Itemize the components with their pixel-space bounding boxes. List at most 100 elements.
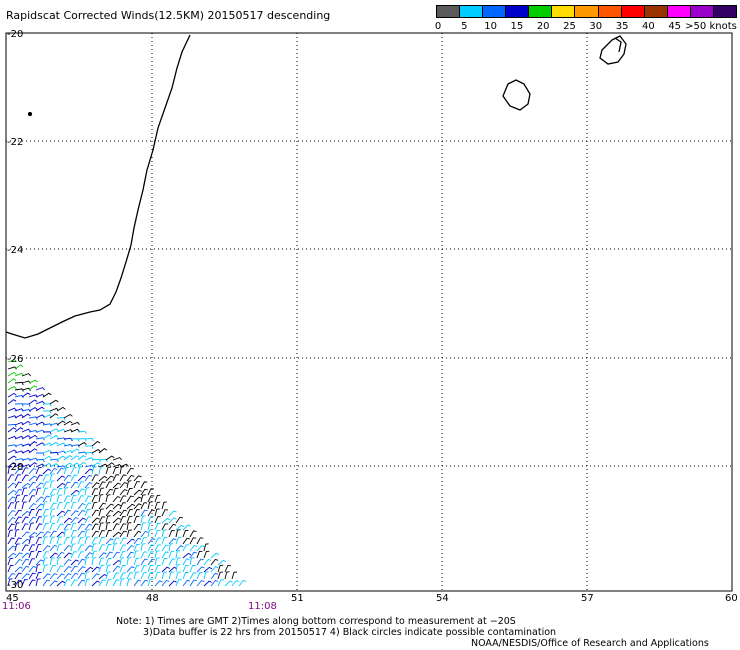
wind-barb [56,475,65,482]
wind-barb [231,580,240,587]
wind-barb [112,482,121,489]
wind-barb [182,524,191,531]
wind-barb [161,517,171,524]
wind-barb [63,455,73,461]
wind-barb [7,552,17,559]
wind-barb [77,430,87,435]
wind-barb [119,551,126,559]
wind-barb [28,448,38,454]
wind-barb [189,579,197,587]
wind-barb [70,489,80,496]
wind-barb [168,543,174,552]
wind-barb [98,516,106,524]
wind-barb [91,501,98,510]
wind-barb [133,503,142,510]
wind-barb [77,509,86,517]
wind-barb [14,509,22,517]
wind-barb [35,400,45,405]
wind-barb [140,502,148,510]
wind-barb [28,407,38,412]
wind-barb [84,509,91,517]
wind-barb [147,516,154,524]
wind-barb [56,437,66,441]
wind-barb [56,417,66,421]
wind-barb [105,488,114,496]
wind-barb [49,573,58,580]
wind-barb [84,468,93,475]
wind-barb [161,551,169,559]
wind-barb [119,509,128,517]
wind-barb [28,385,38,391]
wind-barb [35,421,45,426]
wind-barb [112,565,121,573]
wind-barb [98,463,108,468]
wind-barb [21,435,31,440]
wind-barb [7,455,17,461]
wind-barb [70,522,77,531]
wind-barb [56,531,65,538]
wind-barb [196,572,203,580]
wind-barb [42,551,50,559]
wind-barb [77,558,86,566]
footnotes: Note: 1) Times are GMT 2)Times along bot… [116,616,709,649]
wind-barb [28,572,36,580]
legend-label: 10 [484,21,497,32]
wind-barb [154,550,160,559]
wind-barb [175,557,181,566]
wind-barb [210,558,219,566]
lat-label: -20 [7,29,23,40]
wind-barb [63,502,70,510]
wind-barb [84,536,90,545]
wind-barb [175,516,184,524]
wind-barb [28,522,34,531]
wind-barb [91,488,99,496]
wind-barb [14,364,24,370]
wind-barb [21,558,30,566]
wind-barb [42,545,51,552]
wind-barb [70,530,77,538]
wind-barb [98,564,105,573]
wind-barb [63,481,71,489]
wind-barb [21,501,27,510]
wind-barb [147,488,155,496]
wind-barb [126,522,132,531]
wind-barb [7,359,17,363]
wind-barb [133,530,142,538]
wind-barb [77,503,86,510]
wind-barb [133,537,142,545]
wind-barb [119,544,127,552]
wind-barb [168,538,177,545]
wind-barb [35,503,44,510]
wind-barb [105,538,114,545]
wind-barb [42,468,52,475]
wind-barb [42,487,49,496]
wind-barb [70,455,80,461]
wind-barb [168,510,177,517]
wind-barb [70,572,79,580]
wind-barb [161,509,169,517]
wind-barb [105,571,111,580]
wind-barb [168,566,178,573]
wind-barb [21,495,28,503]
wind-barb [21,392,31,398]
wind-barb [91,466,97,475]
wind-barb [112,531,122,538]
wind-barb [70,536,76,545]
legend-label: 25 [563,21,576,32]
legend-label: 0 [434,21,442,32]
wind-barb [133,489,142,496]
wind-barb [7,466,13,475]
wind-barb [98,487,105,496]
legend-label: 40 [642,21,655,32]
wind-barb [49,480,55,489]
wind-barb [84,578,90,587]
wind-barb [21,373,31,377]
wind-barb [63,559,72,566]
wind-barb [112,559,122,566]
wind-barb [28,565,37,573]
wind-barb [42,431,52,435]
wind-barb [28,468,37,475]
wind-barb [203,558,212,566]
end-time-label: 11:08 [248,601,277,612]
wind-barb [91,523,99,531]
